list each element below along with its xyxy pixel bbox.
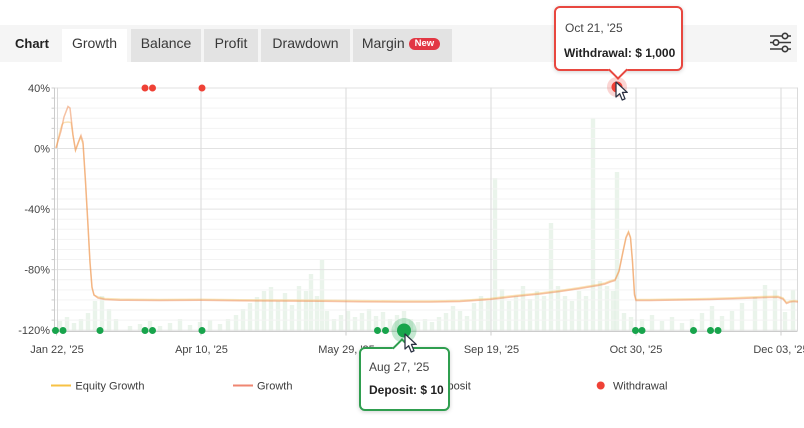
svg-text:Equity Growth: Equity Growth <box>75 381 144 393</box>
svg-text:0%: 0% <box>34 144 50 156</box>
svg-text:Oct 30, '25: Oct 30, '25 <box>610 344 663 356</box>
svg-text:-80%: -80% <box>24 265 50 277</box>
svg-text:Growth: Growth <box>257 381 292 393</box>
svg-text:Apr 10, '25: Apr 10, '25 <box>175 344 228 356</box>
svg-text:-40%: -40% <box>24 204 50 216</box>
svg-text:Withdrawal: Withdrawal <box>613 381 667 393</box>
svg-text:Sep 19, '25: Sep 19, '25 <box>464 344 519 356</box>
svg-text:40%: 40% <box>28 83 50 95</box>
svg-text:Jan 22, '25: Jan 22, '25 <box>30 344 83 356</box>
svg-text:Dec 03, '25: Dec 03, '25 <box>753 344 804 356</box>
svg-text:-120%: -120% <box>18 325 50 337</box>
